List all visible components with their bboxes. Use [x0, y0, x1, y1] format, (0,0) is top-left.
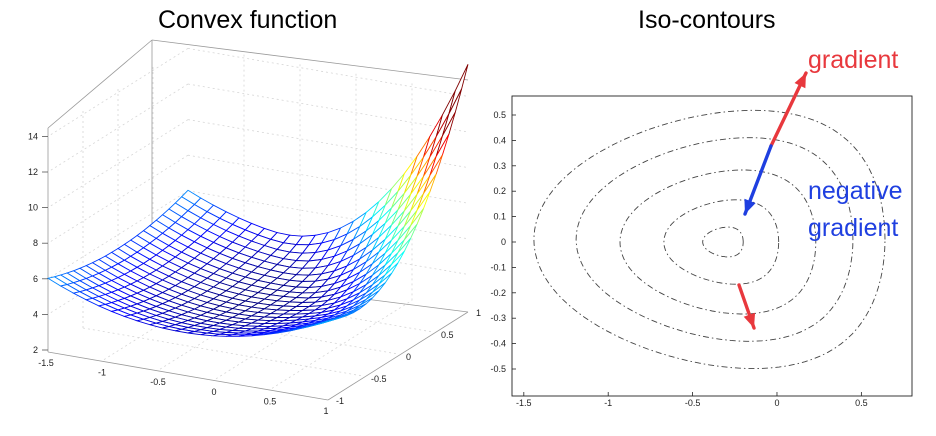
z-tick-label: 12 [28, 167, 38, 177]
y-tick-label: 0.5 [441, 330, 454, 340]
z-tick-label: 14 [28, 131, 38, 141]
x-tick-label: -1 [98, 368, 106, 378]
z-tick-label: 10 [28, 203, 38, 213]
y-tick-label: 0 [406, 352, 411, 362]
surface-gridline [187, 48, 469, 97]
z-tick-label: 2 [33, 345, 38, 355]
y-tick-label: 1 [476, 308, 481, 318]
surface-gridline [187, 83, 469, 133]
surface-gridline [152, 283, 434, 333]
x-tick-label: 0.5 [264, 396, 277, 406]
surface-mesh-cell [448, 64, 469, 115]
surface-mesh-cell [315, 318, 335, 326]
z-tick-label: 6 [33, 274, 38, 284]
x-tick-label: 0 [211, 387, 216, 397]
z-tick-label: 4 [33, 309, 38, 319]
right-plot-title: Iso-contours [638, 6, 776, 34]
x-tick-label: -0.5 [150, 377, 166, 387]
surface-mesh [46, 64, 469, 337]
x-tick-label: -1.5 [38, 358, 54, 368]
surface-gridline [47, 48, 189, 137]
left-plot-title: Convex function [158, 6, 338, 34]
y-tick-label: -0.5 [371, 374, 387, 384]
surface-gridline [117, 305, 399, 355]
x-tick-label: 1 [323, 406, 328, 416]
z-tick-label: 8 [33, 238, 38, 248]
y-tick-label: -1 [336, 396, 344, 406]
surface-gridline [82, 327, 364, 377]
surface-gridline [47, 83, 189, 173]
surface-gridline [187, 226, 469, 275]
surface-gridline [187, 190, 469, 240]
surface-tick-labels: 2 4 6 8 10 12 14 -1.5 -1 -0.5 0 0.5 1 -1 -0.5 0 0.5 1 [28, 131, 481, 416]
